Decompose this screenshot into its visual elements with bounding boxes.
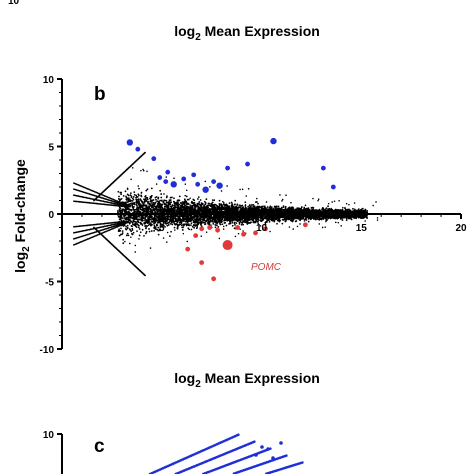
up-point xyxy=(195,181,201,187)
down-point xyxy=(302,222,308,228)
x-tick-label: 15 xyxy=(356,223,368,234)
panel-a-x-axis-label: log2 Mean Expression xyxy=(174,23,320,43)
up-point xyxy=(170,181,177,188)
down-point xyxy=(215,227,221,233)
down-point xyxy=(241,231,246,237)
y-tick-label: 10 xyxy=(43,75,55,86)
down-point xyxy=(193,233,199,239)
down-point xyxy=(235,225,240,230)
up-point xyxy=(211,179,217,185)
down-point xyxy=(253,230,258,236)
up-point xyxy=(330,184,336,190)
y-tick-label: -10 xyxy=(40,345,55,356)
panel-b-axes: 10 5 0 -5 -10 5 10 15 20 xyxy=(40,75,467,356)
down-point xyxy=(185,246,191,252)
x-tick-label: 20 xyxy=(455,223,467,234)
up-point xyxy=(225,165,230,171)
up-point xyxy=(191,172,197,178)
y-tick-label: 0 xyxy=(48,210,54,221)
panel-c-letter: c xyxy=(94,436,105,457)
panel-b-letter: b xyxy=(94,84,106,105)
up-point xyxy=(216,182,223,189)
panel-c: c 10 xyxy=(43,430,304,474)
panel-b: b log2 Fold-change 10 5 0 -5 -10 5 10 15 20 POMC… xyxy=(12,75,467,390)
panel-b-x-axis-label: log2 Mean Expression xyxy=(174,370,320,390)
up-point xyxy=(181,176,187,182)
x-tick-label: 5 xyxy=(159,223,165,234)
up-point xyxy=(320,165,326,171)
down-point xyxy=(199,226,205,232)
up-point xyxy=(270,137,277,145)
panel-a-partial-tick: 10 xyxy=(8,0,20,7)
down-point xyxy=(211,276,217,282)
up-point xyxy=(163,179,169,185)
panel-b-series-up xyxy=(126,137,336,193)
panel-b-annotation-pomc: POMC xyxy=(251,262,282,273)
svg-text:log2 Fold-change: log2 Fold-change xyxy=(12,159,32,273)
panel-a: 10 log2 Mean Expression xyxy=(8,0,320,43)
x-tick-label: 10 xyxy=(256,223,268,234)
down-point xyxy=(207,225,213,230)
up-point xyxy=(126,139,134,146)
panel-c-points xyxy=(148,433,304,474)
y-tick-label: -5 xyxy=(45,278,54,289)
pomc-point xyxy=(222,240,233,251)
up-point xyxy=(151,156,157,162)
panel-b-y-axis-label: log2 Fold-change xyxy=(12,159,32,273)
y-tick-label: 5 xyxy=(48,143,54,154)
panel-b-series-down xyxy=(185,222,308,282)
up-point xyxy=(165,169,171,175)
up-point xyxy=(135,146,141,152)
down-point xyxy=(263,226,268,232)
up-point xyxy=(202,186,209,193)
panel-c-y-tick-label: 10 xyxy=(43,430,55,441)
up-point xyxy=(245,161,250,167)
up-point xyxy=(157,175,163,180)
down-point xyxy=(199,260,205,265)
